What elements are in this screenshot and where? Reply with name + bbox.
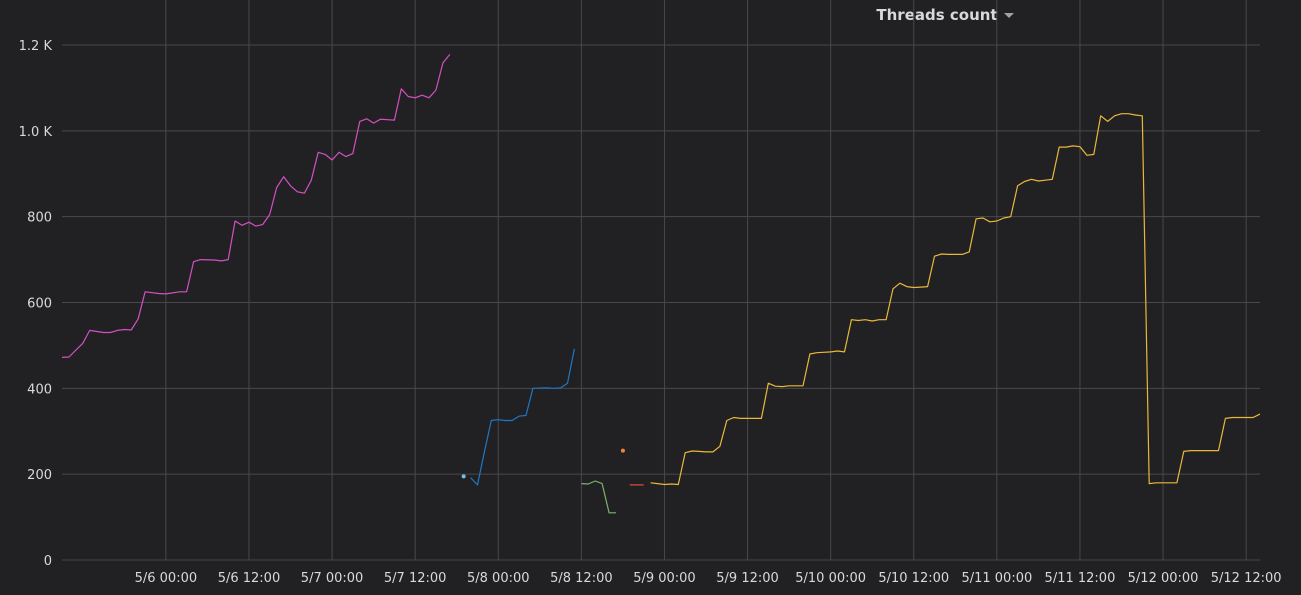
x-tick-label: 5/11 00:00 bbox=[961, 571, 1032, 586]
series-line bbox=[581, 480, 616, 514]
y-tick-label: 0 bbox=[44, 554, 52, 569]
series-line bbox=[650, 113, 1261, 486]
x-tick-label: 5/7 12:00 bbox=[384, 571, 447, 586]
series-line bbox=[61, 54, 451, 358]
panel-title-text: Threads count bbox=[876, 6, 998, 24]
x-tick-label: 5/7 00:00 bbox=[301, 571, 364, 586]
y-tick-label: 200 bbox=[27, 468, 52, 483]
x-tick-label: 5/12 12:00 bbox=[1211, 571, 1282, 586]
series-point bbox=[620, 448, 625, 453]
y-tick-label: 400 bbox=[27, 382, 52, 397]
grid-layer bbox=[62, 0, 1260, 561]
x-tick-label: 5/12 00:00 bbox=[1128, 571, 1199, 586]
x-tick-label: 5/11 12:00 bbox=[1045, 571, 1116, 586]
y-tick-label: 800 bbox=[27, 211, 52, 226]
y-axis: 0 200 400 600 800 1.0 K 1.2 K bbox=[19, 39, 53, 569]
x-tick-label: 5/6 12:00 bbox=[218, 571, 281, 586]
series-point bbox=[461, 474, 466, 479]
x-tick-label: 5/9 00:00 bbox=[633, 571, 696, 586]
caret-down-icon[interactable] bbox=[1003, 13, 1014, 18]
x-tick-label: 5/8 12:00 bbox=[550, 571, 613, 586]
x-axis: 5/6 00:00 5/6 12:00 5/7 00:00 5/7 12:00 5/8 … bbox=[135, 571, 1282, 586]
x-tick-label: 5/8 00:00 bbox=[467, 571, 530, 586]
series-layer bbox=[61, 54, 1261, 514]
x-tick-label: 5/10 12:00 bbox=[878, 571, 949, 586]
x-tick-label: 5/9 12:00 bbox=[716, 571, 779, 586]
y-tick-label: 1.0 K bbox=[19, 125, 53, 140]
x-tick-label: 5/10 00:00 bbox=[795, 571, 866, 586]
series-line bbox=[470, 348, 575, 486]
y-tick-label: 600 bbox=[27, 297, 52, 312]
y-tick-label: 1.2 K bbox=[19, 39, 53, 54]
panel-title[interactable]: Threads count bbox=[0, 6, 1301, 24]
x-tick-label: 5/6 00:00 bbox=[135, 571, 198, 586]
